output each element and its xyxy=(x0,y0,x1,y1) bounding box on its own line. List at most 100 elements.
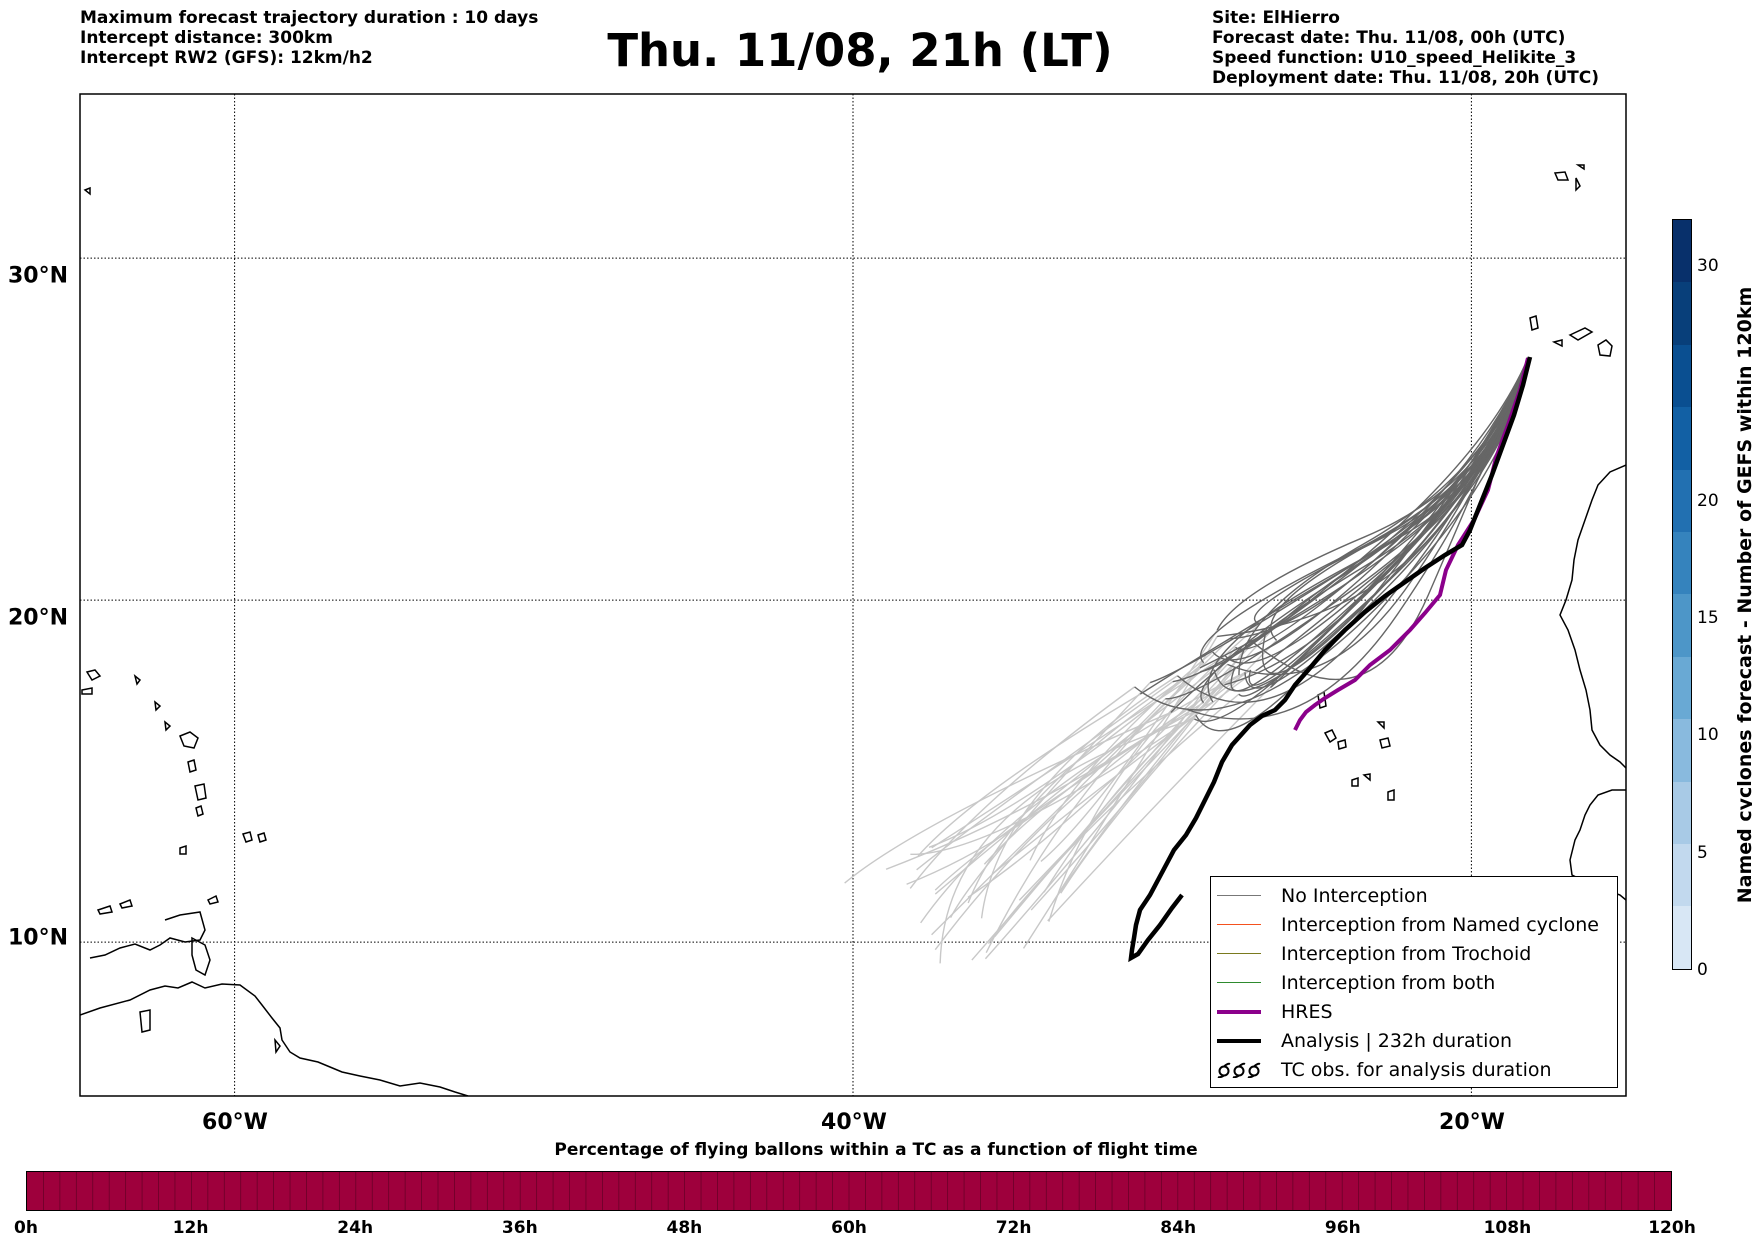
coastline-venezuela-east xyxy=(89,911,206,959)
ensemble-trajectory-near xyxy=(1200,357,1529,673)
ensemble-trajectory-near xyxy=(1238,357,1529,697)
ensemble-trajectories-no-interception xyxy=(1134,357,1529,732)
ensemble-trajectory-near xyxy=(1172,357,1529,683)
island-capeverde-3 xyxy=(1337,739,1347,750)
lat-label-30n: 30°N xyxy=(8,263,69,289)
colorbar-segment xyxy=(1673,781,1691,845)
coastline-south-america xyxy=(80,981,469,1096)
colorbar-segment xyxy=(1673,220,1691,283)
cyclone-colorbar xyxy=(1672,219,1692,970)
legend-label: Interception from Trochoid xyxy=(1281,942,1532,965)
lon-label-60w: 60°W xyxy=(202,1110,268,1135)
colorbar-segment xyxy=(1673,344,1691,408)
ensemble-trajectory-far xyxy=(1043,669,1251,893)
ensemble-trajectory-far xyxy=(844,711,1172,884)
legend-row-named-cyclone: Interception from Named cyclone xyxy=(1211,910,1617,939)
island-guiana-2 xyxy=(274,1037,281,1055)
island-capeverde-4 xyxy=(1376,721,1385,730)
legend-line-icon xyxy=(1217,1038,1261,1043)
ptc-tick-label: 36h xyxy=(501,1218,538,1238)
island-madeira-2 xyxy=(1575,164,1585,171)
ensemble-trajectory-near xyxy=(1207,357,1529,703)
ensemble-trajectory-near xyxy=(1235,357,1529,650)
island-capeverde-7 xyxy=(1351,776,1359,787)
island-canary-fuerteventura xyxy=(1568,327,1594,341)
ensemble-trajectory-far xyxy=(1040,629,1218,863)
legend-label: TC obs. for analysis duration xyxy=(1281,1058,1552,1081)
ensemble-trajectory-near xyxy=(1224,357,1529,686)
legend-line-icon xyxy=(1217,953,1261,954)
colorbar-segment xyxy=(1673,594,1691,657)
ptc-tick-label: 60h xyxy=(831,1218,867,1238)
legend-row-analysis: Analysis | 232h duration xyxy=(1211,1026,1617,1055)
colorbar-segment xyxy=(1673,656,1691,720)
island-capeverde-5 xyxy=(1379,737,1391,749)
ensemble-trajectory-far xyxy=(967,663,1228,898)
header-info-right: Site: ElHierro Forecast date: Thu. 11/08… xyxy=(1212,8,1599,88)
island-dominica xyxy=(187,759,197,773)
island-capeverde-8 xyxy=(1387,788,1395,801)
island-stlucia xyxy=(195,804,204,818)
island-antilles-6 xyxy=(257,832,267,843)
island-antilles-2 xyxy=(81,687,93,695)
island-antilles-5 xyxy=(164,720,172,732)
island-grenada xyxy=(179,844,187,855)
coastline-africa xyxy=(1559,464,1626,769)
header-info-left: Maximum forecast trajectory duration : 1… xyxy=(80,8,538,68)
ptc-tick-label: 0h xyxy=(14,1218,38,1238)
ptc-tick-label: 12h xyxy=(172,1218,209,1238)
colorbar-segment xyxy=(1673,407,1691,470)
legend-label: Interception from both xyxy=(1281,971,1496,994)
island-canary-lapalma xyxy=(1529,315,1539,331)
ensemble-trajectory-far xyxy=(1052,625,1277,903)
ensemble-trajectory-far xyxy=(993,670,1257,873)
speed-function-text: Speed function: U10_speed_Helikite_3 xyxy=(1212,48,1577,68)
legend-label: Analysis | 232h duration xyxy=(1281,1029,1513,1052)
max-duration-text: Maximum forecast trajectory duration : 1… xyxy=(80,8,539,28)
island-guadeloupe xyxy=(179,731,199,749)
island-aruba xyxy=(96,905,113,915)
map-legend: No Interception Interception from Named … xyxy=(1210,876,1618,1088)
analysis-trajectory xyxy=(1128,356,1533,963)
legend-line-icon xyxy=(1217,1009,1261,1014)
legend-row-no-interception: No Interception xyxy=(1211,881,1617,910)
island-canary-gran-canaria xyxy=(1597,339,1613,357)
ensemble-trajectory-far xyxy=(967,667,1201,904)
ensemble-trajectory-far xyxy=(934,671,1246,951)
legend-line-icon xyxy=(1217,982,1261,983)
tc-symbol-icon xyxy=(1217,1062,1261,1078)
site-text: Site: ElHierro xyxy=(1212,8,1340,28)
forecast-date-text: Forecast date: Thu. 11/08, 00h (UTC) xyxy=(1212,28,1566,48)
ensemble-trajectory-near xyxy=(1216,357,1529,631)
ensemble-trajectory-far xyxy=(939,718,1195,964)
ensemble-trajectory-far xyxy=(916,681,1174,871)
ensemble-trajectory-near xyxy=(1224,357,1529,664)
ensemble-trajectory-near xyxy=(1200,357,1529,704)
ensemble-trajectory-near xyxy=(1238,357,1529,676)
ptc-tick-label: 72h xyxy=(995,1218,1032,1238)
legend-label: Interception from Named cyclone xyxy=(1281,913,1599,936)
intercept-distance-text: Intercept distance: 300km xyxy=(80,28,333,48)
colorbar-label: Named cyclones forecast - Number of GEFS… xyxy=(1734,286,1752,904)
colorbar-segment xyxy=(1673,469,1691,533)
ensemble-trajectory-far xyxy=(931,638,1231,936)
ptc-bar-gridlines xyxy=(43,1172,1655,1210)
ptc-tick-label: 108h xyxy=(1483,1218,1532,1238)
colorbar-segment xyxy=(1673,282,1691,345)
ptc-tick-label: 84h xyxy=(1160,1218,1197,1238)
intercept-rw2-text: Intercept RW2 (GFS): 12km/h2 xyxy=(80,48,373,68)
island-guiana-1 xyxy=(139,1009,151,1033)
ensemble-trajectory-near xyxy=(1199,357,1529,664)
page-title: Thu. 11/08, 21h (LT) xyxy=(607,24,1113,77)
ensemble-trajectory-far xyxy=(980,675,1178,919)
map-frame xyxy=(79,93,1627,1097)
ptc-tick-label: 96h xyxy=(1324,1218,1361,1238)
ensemble-trajectory-near xyxy=(1255,357,1529,672)
ptc-tick-label: 48h xyxy=(666,1218,703,1238)
lon-label-40w: 40°W xyxy=(821,1110,887,1135)
colorbar-tick-label: 5 xyxy=(1697,842,1708,863)
ensemble-trajectory-near xyxy=(1195,357,1529,732)
island-curacao xyxy=(118,899,133,909)
ptc-bar xyxy=(26,1171,1672,1211)
colorbar-tick-label: 20 xyxy=(1697,490,1719,511)
